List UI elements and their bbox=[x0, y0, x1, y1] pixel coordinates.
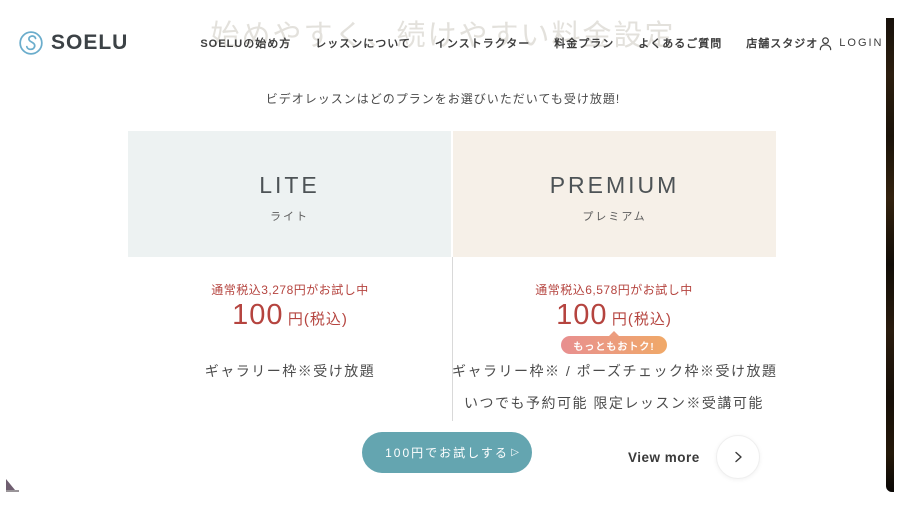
login-label: LOGIN bbox=[839, 37, 884, 49]
lite-plan-name-ja: ライト bbox=[270, 211, 309, 223]
play-triangle-icon: ▷ bbox=[511, 447, 519, 458]
nav-item-pricing[interactable]: 料金プラン bbox=[554, 38, 615, 50]
view-more[interactable]: View more bbox=[628, 435, 760, 479]
header: SOELU SOELUの始め方 レッスンについて インストラクター 料金プラン … bbox=[0, 0, 886, 86]
main-nav: SOELUの始め方 レッスンについて インストラクター 料金プラン よくあるご質… bbox=[200, 35, 818, 51]
login-link[interactable]: LOGIN bbox=[818, 36, 883, 51]
nav-item-studios[interactable]: 店舗スタジオ bbox=[746, 38, 819, 50]
footer-trial-label: 100円でお試しする bbox=[385, 446, 509, 460]
soelu-logo-icon bbox=[18, 30, 44, 56]
lite-plan-header: LITE ライト bbox=[128, 131, 451, 257]
cursor-artifact bbox=[6, 479, 15, 490]
lite-plan-name: LITE bbox=[259, 172, 320, 198]
plans-subtitle: ビデオレッスンはどのプランをお選びいただいても受け放題! bbox=[265, 92, 621, 106]
plan-details: 通常税込3,278円がお試し中 100 円(税込) ギャラリー枠※受け放題 通常… bbox=[128, 257, 776, 421]
premium-price-amount: 100 bbox=[556, 299, 608, 331]
lite-regular-price-note: 通常税込3,278円がお試し中 bbox=[211, 283, 369, 297]
nav-item-about-lessons[interactable]: レッスンについて bbox=[315, 38, 411, 50]
lite-price-amount: 100 bbox=[232, 299, 284, 331]
person-icon bbox=[818, 36, 833, 51]
plan-comparison: LITE ライト PREMIUM プレミアム 通常税込3,278円がお試し中 1… bbox=[128, 131, 776, 421]
nav-item-getting-started[interactable]: SOELUの始め方 bbox=[200, 38, 292, 50]
nav-item-faq[interactable]: よくあるご質問 bbox=[638, 38, 723, 50]
cursor-artifact-underline bbox=[6, 490, 19, 492]
lite-feature-1: ギャラリー枠※受け放題 bbox=[204, 363, 376, 379]
nav-item-instructors[interactable]: インストラクター bbox=[434, 38, 531, 50]
premium-price-unit: 円(税込) bbox=[611, 311, 672, 328]
lite-trial-price: 100 円(税込) bbox=[128, 299, 452, 332]
premium-plan-name: PREMIUM bbox=[549, 172, 680, 198]
soelu-logo-text: SOELU bbox=[51, 31, 129, 54]
view-more-circle-button[interactable] bbox=[715, 435, 760, 479]
background-image-sliver bbox=[886, 18, 894, 492]
section-watermark-title: 始めやすく、続けやすい料金設定 bbox=[210, 20, 676, 52]
premium-feature-1: ギャラリー枠※ / ポーズチェック枠※受け放題 bbox=[452, 363, 778, 379]
premium-plan-header: PREMIUM プレミアム bbox=[453, 131, 776, 257]
footer-trial-button[interactable]: 100円でお試しする ▷ bbox=[362, 432, 532, 473]
view-more-label: View more bbox=[628, 449, 700, 465]
header-right: LOGIN 100円でお試しする bbox=[818, 29, 900, 58]
badge-tail bbox=[609, 331, 619, 336]
premium-feature-2: いつでも予約可能 限定レッスン※受講可能 bbox=[464, 395, 764, 411]
premium-regular-price-note: 通常税込6,578円がお試し中 bbox=[535, 283, 693, 297]
lite-plan-details: 通常税込3,278円がお試し中 100 円(税込) ギャラリー枠※受け放題 bbox=[128, 257, 452, 421]
chevron-right-icon bbox=[735, 451, 742, 463]
plan-headers: LITE ライト PREMIUM プレミアム bbox=[128, 131, 776, 257]
premium-plan-name-ja: プレミアム bbox=[582, 211, 647, 223]
best-value-badge: もっともおトク! bbox=[452, 331, 776, 354]
lite-price-unit: 円(税込) bbox=[287, 311, 348, 328]
badge-label: もっともおトク! bbox=[561, 336, 667, 354]
plan-divider bbox=[452, 257, 453, 421]
soelu-logo[interactable]: SOELU bbox=[18, 30, 128, 56]
premium-trial-price: 100 円(税込) bbox=[452, 299, 776, 332]
premium-plan-details: 通常税込6,578円がお試し中 100 円(税込) もっともおトク! ギャラリー… bbox=[452, 257, 776, 421]
